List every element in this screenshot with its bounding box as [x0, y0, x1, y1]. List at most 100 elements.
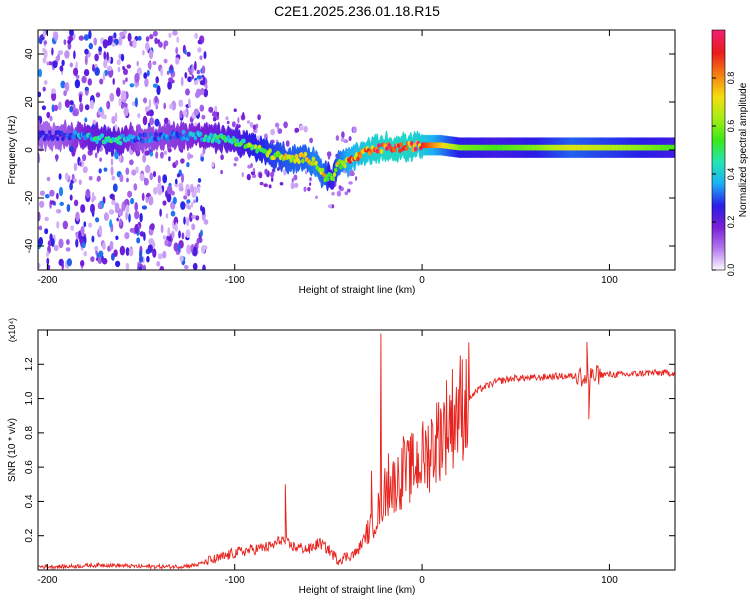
- noise-blob: [164, 239, 169, 247]
- noise-blob: [231, 121, 236, 128]
- ridge-cell: [147, 138, 152, 144]
- noise-blob: [134, 97, 138, 108]
- colorbar-strip: [712, 58, 725, 61]
- snr-panel: -200 -100 0 100 0.2 0.4 0.6 0.8 1.0 1.2 (x10⁴) He…: [7, 318, 676, 596]
- colorbar-strip: [712, 212, 725, 215]
- noise-blob: [156, 85, 161, 96]
- colorbar-strip: [712, 90, 725, 93]
- ridge-cell: [375, 148, 380, 154]
- noise-blob: [79, 161, 82, 167]
- y-tick-label: 0.6: [24, 460, 35, 474]
- ridge-cell: [348, 159, 352, 165]
- noise-blob: [70, 225, 75, 232]
- colorbar-strip: [712, 264, 725, 267]
- noise-blob: [144, 150, 150, 156]
- noise-blob: [134, 223, 139, 234]
- y-tick-label: 0.2: [24, 528, 35, 542]
- noise-blob: [122, 79, 126, 85]
- colorbar-strip: [712, 114, 725, 117]
- noise-blob: [85, 188, 91, 199]
- noise-blob: [111, 175, 116, 181]
- noise-blob: [94, 67, 100, 76]
- ridge-cell: [377, 143, 381, 149]
- ridge-cell: [209, 132, 213, 138]
- ridge-cell: [303, 151, 308, 157]
- colorbar-label: Normalized spectral amplitude: [738, 82, 749, 217]
- colorbar-strip: [712, 208, 725, 211]
- ridge-cell: [55, 136, 60, 142]
- ridge-cell: [311, 156, 316, 162]
- noise-blob: [198, 88, 205, 95]
- ridge-cell: [356, 156, 360, 162]
- noise-blob: [157, 253, 163, 260]
- colorbar-strip: [712, 102, 725, 105]
- noise-blob: [179, 255, 184, 262]
- noise-blob: [276, 126, 279, 130]
- y-tick-label: 1.0: [24, 391, 35, 405]
- noise-blob: [38, 262, 41, 269]
- noise-blob: [327, 204, 333, 209]
- colorbar-strip: [712, 260, 725, 263]
- noise-blob: [136, 237, 141, 244]
- noise-blob: [196, 69, 200, 75]
- colorbar-strip: [712, 226, 725, 229]
- noise-blob: [144, 178, 149, 186]
- noise-blob: [259, 181, 264, 186]
- noise-blob: [50, 238, 55, 247]
- noise-blob: [185, 229, 191, 239]
- noise-blob: [61, 59, 65, 67]
- colorbar-strip: [712, 60, 725, 63]
- noise-blob: [155, 151, 159, 159]
- noise-blob: [58, 186, 64, 197]
- noise-blob: [204, 84, 208, 90]
- noise-blob: [109, 209, 113, 215]
- ridge-cell: [320, 167, 325, 173]
- noise-blob: [56, 192, 59, 200]
- noise-blob: [220, 154, 224, 161]
- ridge-cell: [310, 161, 314, 166]
- noise-blob: [134, 72, 140, 83]
- noise-blob: [135, 166, 139, 174]
- ridge-cell: [326, 176, 330, 182]
- colorbar-strip: [712, 180, 725, 183]
- colorbar-strip: [712, 136, 725, 139]
- noise-blob: [109, 219, 113, 228]
- ridge-cell: [118, 140, 123, 146]
- noise-blob: [126, 177, 129, 183]
- noise-blob: [73, 199, 79, 207]
- noise-blob: [141, 192, 145, 201]
- noise-blob: [51, 88, 56, 94]
- noise-blob: [69, 105, 74, 113]
- y-tick-label: 0: [24, 147, 35, 153]
- ridge-cell: [331, 176, 335, 182]
- colorbar-strip: [712, 154, 725, 157]
- noise-blob: [81, 75, 87, 84]
- colorbar-strip: [712, 92, 725, 95]
- noise-blob: [166, 185, 173, 195]
- colorbar-strip: [712, 168, 725, 171]
- noise-blob: [98, 46, 102, 53]
- noise-blob: [145, 196, 149, 203]
- noise-blob: [116, 87, 121, 97]
- noise-blob: [271, 176, 274, 182]
- colorbar-strip: [712, 112, 725, 115]
- noise-blob: [103, 212, 109, 222]
- noise-blob: [197, 178, 202, 183]
- noise-blob: [277, 167, 280, 172]
- noise-blob: [142, 264, 146, 270]
- noise-blob: [184, 49, 187, 55]
- colorbar-strip: [712, 196, 725, 199]
- noise-blob: [163, 58, 168, 64]
- noise-blob: [184, 187, 188, 198]
- colorbar-tick-label: 0.6: [726, 120, 736, 133]
- ridge-cell: [59, 130, 64, 136]
- noise-blob: [270, 139, 275, 144]
- noise-blob: [146, 111, 151, 116]
- noise-blob: [152, 171, 157, 178]
- noise-blob: [125, 247, 130, 256]
- ridge-cell: [392, 147, 397, 153]
- ridge-cell: [242, 138, 246, 144]
- noise-blob: [191, 214, 197, 219]
- noise-blob: [83, 69, 90, 77]
- colorbar-strip: [712, 170, 725, 173]
